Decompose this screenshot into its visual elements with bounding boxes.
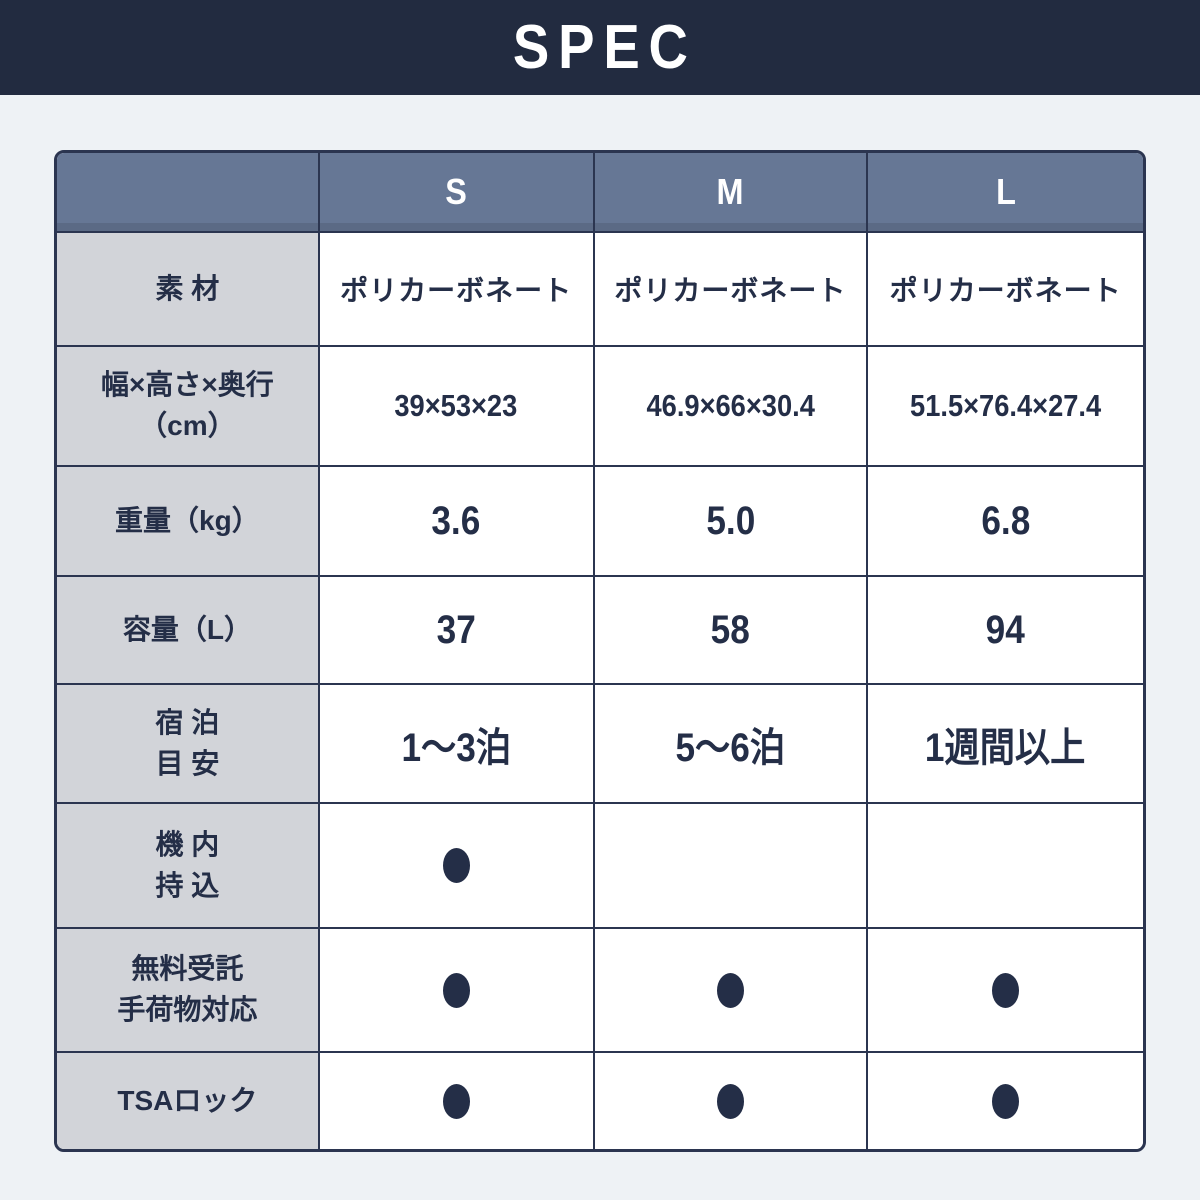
capacity-s: 37 <box>319 577 595 685</box>
dimensions-m: 46.9×66×30.4 <box>594 347 869 467</box>
nights-s: 1〜3泊 <box>319 685 595 804</box>
header-corner-cell <box>57 153 320 233</box>
row-label-free-checked-baggage: 無料受託 手荷物対応 <box>57 929 320 1053</box>
nights-m: 5〜6泊 <box>594 685 869 804</box>
dimensions-l: 51.5×76.4×27.4 <box>868 347 1143 467</box>
row-label-carry-on: 機 内 持 込 <box>57 804 320 929</box>
row-label-material: 素 材 <box>57 233 320 347</box>
check-dot-icon <box>442 848 470 883</box>
row-label-tsa-lock: TSAロック <box>57 1053 320 1149</box>
capacity-m: 58 <box>594 577 869 685</box>
spec-banner: SPEC <box>0 0 1200 95</box>
row-label-dimensions: 幅×高さ×奥行 （cm） <box>57 347 320 467</box>
row-weight: 重量（kg） 3.6 5.0 6.8 <box>57 467 1143 577</box>
column-header-m: M <box>594 153 869 233</box>
tsa-lock-s <box>319 1053 595 1149</box>
material-s: ポリカーボネート <box>319 233 595 347</box>
row-material: 素 材 ポリカーボネート ポリカーボネート ポリカーボネート <box>57 233 1143 347</box>
row-label-capacity: 容量（L） <box>57 577 320 685</box>
row-label-nights-guide: 宿 泊 目 安 <box>57 685 320 804</box>
check-dot-icon <box>716 1083 744 1119</box>
row-tsa-lock: TSAロック <box>57 1053 1143 1149</box>
check-dot-icon <box>442 1083 470 1119</box>
carry-on-l <box>868 804 1143 929</box>
weight-s: 3.6 <box>319 467 595 577</box>
weight-l: 6.8 <box>868 467 1143 577</box>
capacity-l: 94 <box>868 577 1143 685</box>
row-nights-guide: 宿 泊 目 安 1〜3泊 5〜6泊 1週間以上 <box>57 685 1143 804</box>
dimensions-s: 39×53×23 <box>319 347 595 467</box>
row-capacity: 容量（L） 37 58 94 <box>57 577 1143 685</box>
column-header-l: L <box>868 153 1143 233</box>
nights-l: 1週間以上 <box>868 685 1143 804</box>
spec-table: S M L 素 材 ポリカーボネート ポリカーボネート ポリカーボネート 幅×高… <box>57 153 1143 1149</box>
column-header-s: S <box>319 153 595 233</box>
tsa-lock-m <box>594 1053 869 1149</box>
tsa-lock-l <box>868 1053 1143 1149</box>
check-dot-icon <box>716 972 744 1008</box>
checked-baggage-s <box>319 929 595 1053</box>
row-dimensions: 幅×高さ×奥行 （cm） 39×53×23 46.9×66×30.4 51.5×… <box>57 347 1143 467</box>
row-label-weight: 重量（kg） <box>57 467 320 577</box>
check-dot-icon <box>442 972 470 1008</box>
carry-on-s <box>319 804 595 929</box>
checked-baggage-l <box>868 929 1143 1053</box>
weight-m: 5.0 <box>594 467 869 577</box>
header-row: S M L <box>57 153 1143 233</box>
page-title: SPEC <box>512 12 697 82</box>
spec-table-container: S M L 素 材 ポリカーボネート ポリカーボネート ポリカーボネート 幅×高… <box>54 150 1146 1152</box>
check-dot-icon <box>992 1083 1020 1119</box>
checked-baggage-m <box>594 929 869 1053</box>
material-l: ポリカーボネート <box>868 233 1143 347</box>
carry-on-m <box>594 804 869 929</box>
material-m: ポリカーボネート <box>594 233 869 347</box>
row-free-checked-baggage: 無料受託 手荷物対応 <box>57 929 1143 1053</box>
check-dot-icon <box>992 972 1020 1008</box>
row-carry-on: 機 内 持 込 <box>57 804 1143 929</box>
